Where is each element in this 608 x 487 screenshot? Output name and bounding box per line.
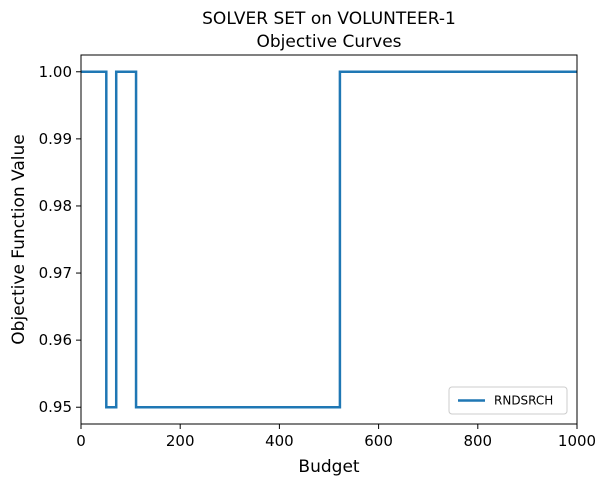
legend-label-rndsrch: RNDSRCH bbox=[494, 394, 553, 408]
series-layer bbox=[81, 70, 577, 409]
chart-title-line-2: Objective Curves bbox=[256, 32, 401, 52]
chart-title-line-1: SOLVER SET on VOLUNTEER-1 bbox=[202, 9, 456, 29]
x-axis-label: Budget bbox=[298, 457, 359, 477]
legend-box bbox=[448, 386, 568, 415]
y-tick-label: 0.98 bbox=[39, 197, 72, 215]
y-tick-label: 0.95 bbox=[39, 398, 72, 416]
y-tick-label: 0.97 bbox=[39, 264, 72, 282]
y-tick-label: 0.96 bbox=[39, 331, 72, 349]
y-tick-label: 1.00 bbox=[39, 63, 72, 81]
y-tick-label: 0.99 bbox=[39, 130, 72, 148]
x-tick-label: 800 bbox=[463, 432, 492, 450]
x-tick-label: 0 bbox=[76, 432, 86, 450]
plot-area bbox=[80, 54, 578, 425]
x-tick-label: 400 bbox=[265, 432, 294, 450]
x-tick-label: 600 bbox=[364, 432, 393, 450]
y-axis-label: Objective Function Value bbox=[9, 134, 29, 344]
legend: RNDSRCH bbox=[448, 386, 568, 415]
plot-frame bbox=[80, 54, 578, 425]
series-line-rndsrch bbox=[81, 70, 577, 409]
x-axis: 0 200 400 600 800 1000 bbox=[76, 424, 596, 450]
x-tick-label: 1000 bbox=[558, 432, 596, 450]
y-axis: 0.95 0.96 0.97 0.98 0.99 1.00 bbox=[39, 63, 81, 416]
x-tick-label: 200 bbox=[166, 432, 195, 450]
